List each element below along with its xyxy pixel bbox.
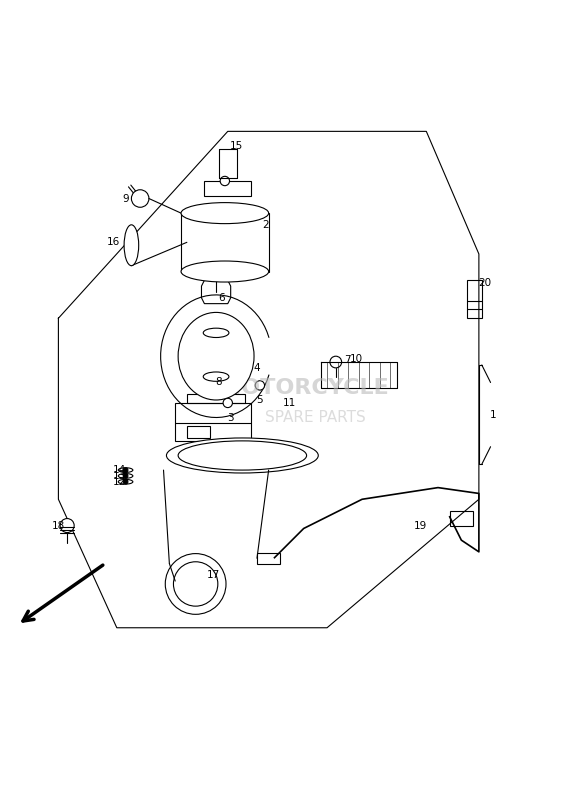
- Circle shape: [123, 479, 128, 484]
- Ellipse shape: [203, 328, 229, 338]
- Text: 2: 2: [262, 220, 269, 230]
- Text: 16: 16: [107, 238, 120, 247]
- Text: 1: 1: [490, 410, 497, 420]
- Ellipse shape: [118, 479, 133, 484]
- Text: 10: 10: [350, 354, 363, 364]
- Circle shape: [123, 468, 128, 473]
- Bar: [257, 553, 280, 563]
- Text: MOTORCYCLE: MOTORCYCLE: [219, 378, 388, 398]
- Circle shape: [173, 562, 218, 606]
- Text: 17: 17: [207, 570, 220, 580]
- Circle shape: [123, 474, 128, 478]
- Text: 8: 8: [215, 378, 223, 387]
- Text: 4: 4: [253, 363, 260, 373]
- Ellipse shape: [178, 441, 307, 470]
- Text: 19: 19: [414, 521, 427, 530]
- Circle shape: [60, 518, 74, 533]
- Text: 15: 15: [230, 141, 243, 151]
- Text: 18: 18: [52, 521, 65, 530]
- Ellipse shape: [178, 313, 254, 400]
- Circle shape: [220, 176, 230, 186]
- Bar: [467, 280, 482, 318]
- Text: 11: 11: [283, 398, 296, 408]
- Text: 13: 13: [113, 471, 126, 481]
- Text: 14: 14: [113, 465, 126, 475]
- Bar: [187, 394, 245, 403]
- Ellipse shape: [118, 468, 133, 473]
- Ellipse shape: [118, 474, 133, 478]
- Ellipse shape: [181, 202, 269, 224]
- Bar: [187, 426, 210, 438]
- Text: 3: 3: [227, 413, 234, 422]
- Text: 9: 9: [122, 194, 129, 203]
- Circle shape: [255, 381, 265, 390]
- Circle shape: [330, 356, 342, 368]
- Bar: [450, 511, 473, 526]
- Text: 20: 20: [478, 278, 491, 288]
- Circle shape: [131, 190, 149, 207]
- Bar: [175, 403, 251, 441]
- Ellipse shape: [203, 372, 229, 382]
- Text: 7: 7: [344, 355, 351, 366]
- Ellipse shape: [124, 225, 139, 266]
- Text: 12: 12: [113, 477, 126, 486]
- Text: SPARE PARTS: SPARE PARTS: [265, 410, 366, 425]
- Circle shape: [165, 554, 226, 614]
- Text: 5: 5: [256, 395, 263, 405]
- Bar: [204, 181, 251, 196]
- Ellipse shape: [166, 438, 318, 473]
- Text: 6: 6: [218, 293, 225, 302]
- Ellipse shape: [181, 261, 269, 282]
- Circle shape: [223, 398, 232, 407]
